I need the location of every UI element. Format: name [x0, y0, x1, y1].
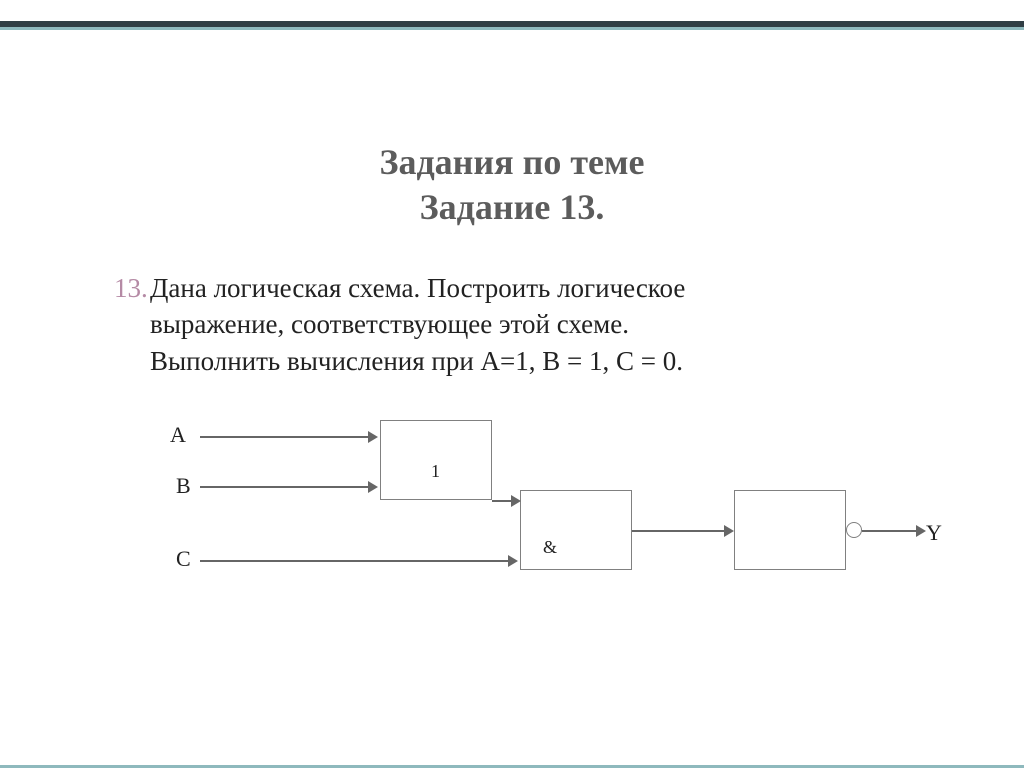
title-line1: Задания по теме	[379, 142, 644, 182]
task-text: 13.Дана логическая схема. Построить логи…	[150, 270, 910, 379]
label-c: C	[176, 546, 191, 572]
wire-3	[492, 500, 513, 502]
label-b: B	[176, 473, 191, 499]
task-line1: Дана логическая схема. Построить логичес…	[150, 273, 685, 303]
task-number: 13.	[114, 270, 150, 306]
task-line3: Выполнить вычисления при A=1, B = 1, C =…	[150, 346, 683, 376]
gate-not	[734, 490, 846, 570]
slide: { "colors": { "bar_dark": "#303e44", "ba…	[0, 0, 1024, 768]
wire-1	[200, 486, 370, 488]
arrowhead-5	[916, 525, 926, 537]
wire-2	[200, 560, 510, 562]
label-a: A	[170, 422, 186, 448]
title-line2: Задание 13.	[420, 187, 605, 227]
slide-title: Задания по теме Задание 13.	[0, 140, 1024, 230]
gate-or-label: 1	[431, 461, 440, 482]
wire-4	[632, 530, 726, 532]
arrowhead-0	[368, 431, 378, 443]
wire-0	[200, 436, 370, 438]
header-bar-light	[0, 27, 1024, 30]
arrowhead-2	[508, 555, 518, 567]
not-circle-icon	[846, 522, 862, 538]
arrowhead-3	[511, 495, 521, 507]
gate-and-label: &	[543, 537, 557, 558]
wire-5	[862, 530, 918, 532]
header-bar	[0, 21, 1024, 27]
label-y: Y	[926, 520, 942, 546]
title-block: Задания по теме Задание 13.	[0, 140, 1024, 230]
arrowhead-4	[724, 525, 734, 537]
gate-or: 1	[380, 420, 492, 500]
gate-and: &	[520, 490, 632, 570]
logic-diagram: A B C Y 1 &	[170, 420, 970, 640]
arrowhead-1	[368, 481, 378, 493]
task-line2: выражение, соответствующее этой схеме.	[150, 309, 629, 339]
